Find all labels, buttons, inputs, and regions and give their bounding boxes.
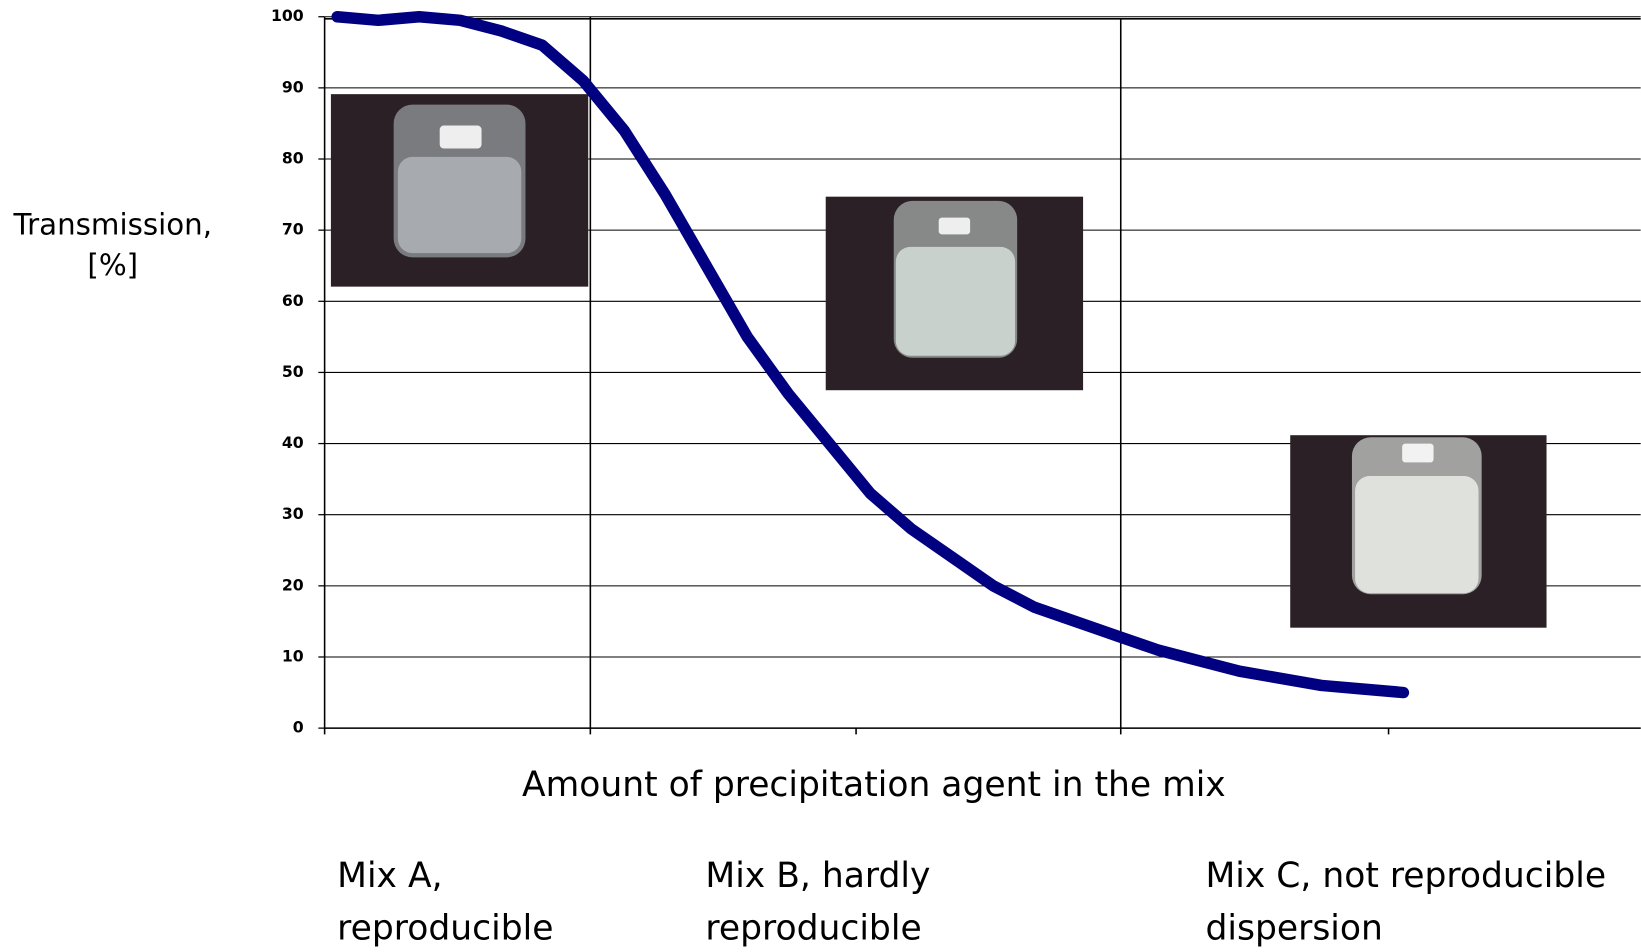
photo: [825, 196, 1084, 391]
y-tick-label: 50: [282, 362, 304, 381]
y-tick-label: 0: [293, 718, 304, 737]
y-tick-label: 60: [282, 291, 304, 310]
annotation: Mix C, not reproducible dispersion: [1205, 854, 1607, 948]
y-tick-label: 100: [271, 6, 304, 25]
y-tick-label: 20: [282, 575, 304, 594]
annotation-box: Mix C, not reproducible dispersion: [1205, 854, 1607, 948]
photo: [1290, 435, 1547, 628]
y-tick-label: 80: [282, 149, 304, 168]
y-tick-label: 70: [282, 220, 304, 239]
y-tick-label: 10: [282, 646, 304, 665]
y-label-box: Transmission, [%]: [13, 207, 213, 283]
y-tick-label: 40: [282, 433, 304, 452]
data-line: [331, 10, 1410, 699]
y-tick-label: 30: [282, 504, 304, 523]
annotation-box: Mix A, reproducible: [337, 854, 554, 948]
photo: [330, 94, 589, 287]
annotation: Mix A, reproducible: [337, 854, 554, 948]
y-axis-label: Transmission, [%]: [13, 207, 213, 283]
x-label-box: Amount of precipitation agent in the mix: [521, 763, 1226, 805]
annotation: Mix B, hardly reproducible: [705, 854, 931, 948]
y-tick-label: 90: [282, 77, 304, 96]
annotation-box: Mix B, hardly reproducible: [705, 854, 931, 948]
x-axis-label: Amount of precipitation agent in the mix: [521, 763, 1226, 805]
